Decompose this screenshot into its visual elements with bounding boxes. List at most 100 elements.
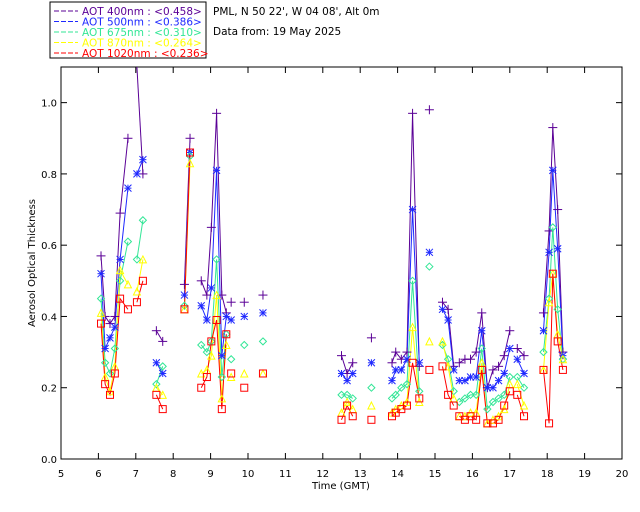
square-marker <box>105 390 114 399</box>
diamond-marker <box>105 369 115 378</box>
diamond-marker <box>477 344 486 353</box>
asterisk-marker <box>438 305 447 314</box>
series-line-plus <box>100 138 129 325</box>
series-line-asterisk <box>459 330 511 389</box>
square-marker <box>227 369 236 378</box>
square-marker <box>123 305 132 314</box>
plus-marker <box>402 347 412 357</box>
plus-marker <box>477 308 487 318</box>
x-tick-label: 7 <box>133 469 139 480</box>
diamond-marker <box>212 255 221 264</box>
asterisk-marker <box>348 369 357 378</box>
square-marker <box>483 419 492 428</box>
asterisk-marker <box>489 383 497 392</box>
asterisk-marker <box>222 312 231 321</box>
series-line-square <box>155 394 164 410</box>
diamond-marker <box>240 340 249 350</box>
asterisk-marker <box>466 373 475 381</box>
y-tick-label: 0.4 <box>41 312 57 323</box>
x-tick-label: 8 <box>170 469 176 480</box>
plus-marker <box>185 133 195 143</box>
asterisk-marker <box>124 184 132 193</box>
x-tick-label: 14 <box>391 469 404 480</box>
x-tick-label: 10 <box>242 469 255 480</box>
diamond-marker <box>438 340 447 350</box>
plus-marker <box>348 358 358 368</box>
square-marker <box>212 316 221 325</box>
square-marker <box>132 298 141 307</box>
diamond-marker <box>100 358 110 367</box>
asterisk-marker <box>500 369 509 378</box>
asterisk-marker <box>97 269 105 278</box>
diamond-marker <box>180 301 189 310</box>
asterisk-marker <box>513 355 522 364</box>
x-tick-label: 20 <box>616 469 629 480</box>
square-marker <box>97 319 106 328</box>
triangle-marker <box>408 322 417 332</box>
plus-marker <box>519 351 529 361</box>
plus-marker <box>212 108 222 118</box>
triangle-marker <box>115 265 125 275</box>
plus-marker <box>505 326 515 336</box>
location-text: PML, N 50 22', W 04 08', Alt 0m <box>213 6 380 18</box>
square-marker <box>444 390 453 399</box>
square-marker <box>539 365 548 374</box>
series-line-asterisk <box>100 188 129 349</box>
square-marker <box>520 412 529 421</box>
asterisk-marker <box>212 166 221 175</box>
x-tick-label: 11 <box>279 469 292 480</box>
asterisk-marker <box>227 316 236 324</box>
series-line-triangle <box>136 259 144 292</box>
asterisk-marker <box>152 358 161 367</box>
legend: AOT 400nm : <0.458>AOT 500nm : <0.386>AO… <box>49 1 209 60</box>
square-marker <box>152 390 161 399</box>
diamond-marker <box>348 394 357 403</box>
asterisk-marker <box>133 170 141 178</box>
plus-marker <box>123 133 133 143</box>
y-axis-label: Aerosol Optical Thickness <box>27 199 38 327</box>
plus-marker <box>512 344 522 354</box>
series-line-diamond <box>100 241 129 376</box>
plus-marker <box>471 347 481 357</box>
diamond-marker <box>132 255 142 264</box>
square-marker <box>207 337 216 346</box>
square-marker <box>258 369 267 378</box>
legend-entry: AOT 870nm : <0.264> <box>82 38 202 50</box>
triangle-marker <box>212 290 221 300</box>
triangle-marker <box>185 158 195 168</box>
plus-marker <box>408 108 418 118</box>
diamond-marker <box>391 390 400 400</box>
square-marker <box>343 401 352 410</box>
triangle-marker <box>425 336 434 346</box>
diamond-marker <box>337 390 346 400</box>
plus-marker <box>544 226 554 236</box>
series-line-square <box>183 152 191 310</box>
series-line-plus <box>516 348 525 356</box>
triangle-marker <box>123 279 133 289</box>
asterisk-marker <box>240 312 249 321</box>
asterisk-marker <box>444 316 452 324</box>
asterisk-marker <box>545 248 553 257</box>
diamond-marker <box>460 394 470 403</box>
asterisk-marker <box>455 376 464 385</box>
plus-marker <box>424 105 434 115</box>
diamond-marker <box>544 294 554 303</box>
plus-marker <box>553 205 563 215</box>
asterisk-marker <box>553 244 562 253</box>
diamond-marker <box>226 355 236 364</box>
series-line-asterisk <box>136 159 144 175</box>
plus-marker <box>206 222 216 232</box>
square-marker <box>545 419 554 428</box>
asterisk-marker <box>425 248 434 257</box>
triangle-marker <box>217 393 227 403</box>
series-line-plus <box>155 330 164 342</box>
series-line-square <box>542 273 564 424</box>
y-tick-label: 0.0 <box>41 455 57 466</box>
x-tick-label: 18 <box>541 469 554 480</box>
asterisk-marker <box>158 369 167 378</box>
square-marker <box>110 369 119 378</box>
x-tick-label: 16 <box>466 469 479 480</box>
plus-marker <box>179 279 189 289</box>
diamond-marker <box>471 390 481 400</box>
square-marker <box>415 394 424 403</box>
